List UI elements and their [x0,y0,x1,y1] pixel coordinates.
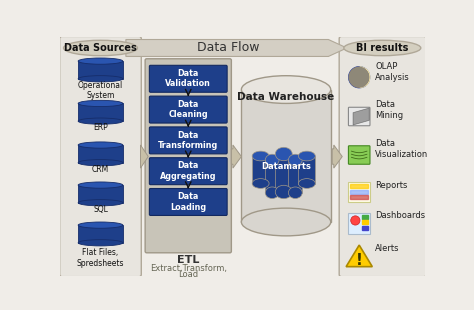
Ellipse shape [78,118,123,124]
FancyBboxPatch shape [348,213,370,234]
Ellipse shape [78,142,123,148]
Ellipse shape [288,187,302,198]
Ellipse shape [78,240,123,246]
Polygon shape [126,39,347,56]
Circle shape [348,66,370,88]
Ellipse shape [241,208,331,236]
Text: Data
Loading: Data Loading [170,192,206,212]
Ellipse shape [344,40,421,56]
Ellipse shape [298,151,315,161]
Text: Data Sources: Data Sources [64,43,137,53]
Text: Data Flow: Data Flow [197,42,260,55]
Text: OLAP
Analysis: OLAP Analysis [375,62,410,82]
Text: Extract,Transform,: Extract,Transform, [150,264,227,272]
Text: Data
Cleaning: Data Cleaning [168,100,208,119]
Text: Flat Files,
Spredsheets: Flat Files, Spredsheets [77,248,124,268]
Text: ETL: ETL [177,255,200,265]
Ellipse shape [275,185,292,199]
Text: SQL: SQL [93,205,108,214]
Text: Data
Transforming: Data Transforming [158,131,219,150]
Ellipse shape [275,147,292,161]
FancyBboxPatch shape [145,59,231,253]
FancyBboxPatch shape [348,146,370,164]
Bar [78,185,123,203]
FancyBboxPatch shape [348,107,370,126]
Text: Dashboards: Dashboards [375,211,426,220]
Ellipse shape [265,187,279,198]
Ellipse shape [78,76,123,82]
Text: Alerts: Alerts [375,244,400,253]
Circle shape [351,216,360,225]
FancyBboxPatch shape [149,158,227,185]
Bar [288,160,302,193]
Bar [350,184,368,188]
Text: Datamarts: Datamarts [261,162,311,171]
Text: ERP: ERP [93,123,108,132]
Bar [78,225,123,243]
Polygon shape [353,108,369,125]
Text: Reports: Reports [375,180,408,189]
Ellipse shape [64,40,137,56]
Ellipse shape [298,179,315,188]
Ellipse shape [78,160,123,166]
Bar [78,145,123,163]
Text: Data
Aggregating: Data Aggregating [160,162,217,181]
FancyBboxPatch shape [339,37,426,277]
Ellipse shape [78,200,123,206]
Bar [362,215,368,219]
Ellipse shape [252,179,269,188]
FancyBboxPatch shape [348,182,370,202]
Text: Data Warehouse: Data Warehouse [237,92,335,102]
Text: !: ! [356,253,363,268]
Polygon shape [346,245,372,267]
Ellipse shape [78,58,123,64]
Bar [78,104,123,121]
Text: Data
Validation: Data Validation [165,69,211,88]
Circle shape [348,66,370,88]
Polygon shape [332,145,342,168]
Bar [252,156,269,184]
Bar [362,220,368,224]
Bar [241,90,331,222]
Bar [275,154,292,192]
Text: Operational
System: Operational System [78,81,123,100]
Ellipse shape [78,182,123,188]
FancyBboxPatch shape [149,65,227,92]
Text: Data
Mining: Data Mining [375,100,403,120]
Ellipse shape [241,76,331,104]
Text: Load: Load [178,270,198,279]
Polygon shape [140,145,148,168]
Ellipse shape [252,151,269,161]
Polygon shape [231,145,241,168]
Bar [350,195,368,199]
Bar [78,61,123,79]
Bar [298,156,315,184]
Bar [265,160,279,193]
Ellipse shape [78,100,123,107]
Ellipse shape [78,222,123,228]
Ellipse shape [265,154,279,166]
Bar [362,226,368,230]
FancyBboxPatch shape [60,37,141,277]
Bar [350,190,368,193]
FancyBboxPatch shape [149,127,227,154]
Text: Data
Visualization: Data Visualization [375,139,428,159]
FancyBboxPatch shape [149,188,227,215]
Text: CRM: CRM [92,165,109,174]
Ellipse shape [288,154,302,166]
Text: BI results: BI results [356,43,409,53]
FancyBboxPatch shape [149,96,227,123]
